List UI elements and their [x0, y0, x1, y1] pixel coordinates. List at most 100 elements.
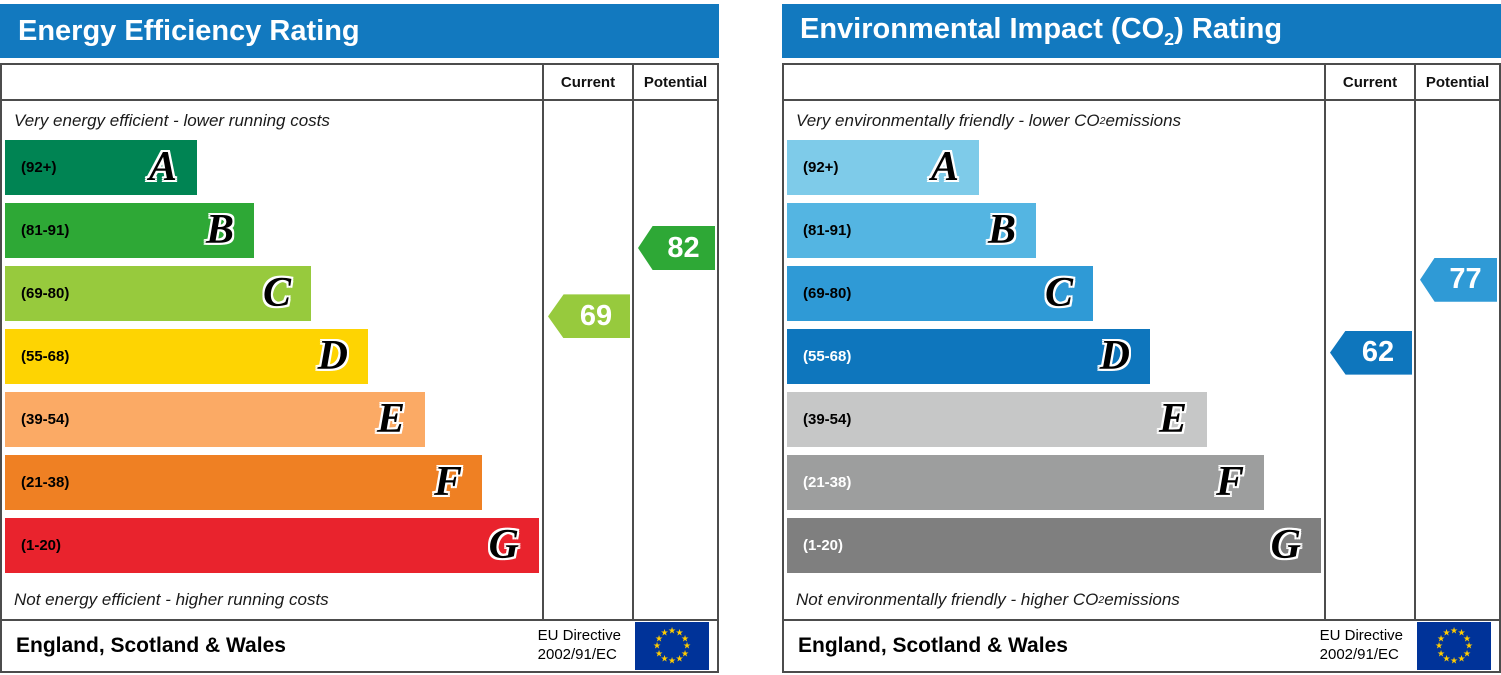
eu-star-icon: ★: [675, 653, 684, 664]
eu-star-icon: ★: [660, 653, 669, 664]
eu-star-icon: ★: [1464, 640, 1474, 651]
current-col: 69: [542, 101, 632, 619]
band-letter: E: [1158, 396, 1187, 442]
eu-star-icon: ★: [660, 627, 669, 638]
band-range-label: (69-80): [803, 285, 852, 302]
table-body: Very energy efficient - lower running co…: [2, 101, 717, 619]
band-letter: E: [376, 396, 405, 442]
band-letter: C: [262, 270, 291, 316]
header-spacer: [2, 65, 542, 99]
current-column-header: Current: [542, 65, 632, 99]
environmental-impact-panel: Environmental Impact (CO2) Rating Curren…: [782, 4, 1501, 675]
band-bar-G: (1-20) G: [787, 518, 1321, 573]
band-range-label: (69-80): [21, 285, 70, 302]
eu-star-icon: ★: [1436, 633, 1446, 643]
chart-footer: England, Scotland & Wales EU Directive 2…: [0, 621, 719, 673]
potential-col: 77: [1414, 101, 1499, 619]
band-bar-B: (81-91) B: [5, 203, 254, 258]
band-bar-F: (21-38) F: [787, 455, 1264, 510]
eu-directive-label: EU Directive 2002/91/EC: [1319, 627, 1403, 663]
band-range-label: (1-20): [803, 537, 844, 554]
eu-flag-icon: ★ ★ ★ ★ ★ ★ ★ ★ ★ ★ ★ ★: [1417, 622, 1491, 670]
band-letter: C: [1044, 270, 1073, 316]
band-bar-B: (81-91) B: [787, 203, 1036, 258]
table-header: Current Potential: [784, 65, 1499, 101]
band-row-C: (69-80) C: [5, 266, 542, 329]
band-letter: D: [317, 333, 348, 379]
current-rating-arrow: 69: [548, 294, 630, 339]
table-body: Very environmentally friendly - lower CO…: [784, 101, 1499, 619]
band-row-C: (69-80) C: [787, 266, 1324, 329]
band-range-label: (81-91): [803, 222, 852, 239]
band-row-D: (55-68) D: [5, 329, 542, 392]
eu-star-icon: ★: [1442, 627, 1451, 638]
band-range-label: (81-91): [21, 222, 70, 239]
eu-star-icon: ★: [682, 640, 692, 651]
band-row-F: (21-38) F: [787, 455, 1324, 518]
eu-star-icon: ★: [1457, 653, 1466, 664]
energy-efficiency-panel: Energy Efficiency Rating Current Potenti…: [0, 4, 719, 675]
band-row-D: (55-68) D: [787, 329, 1324, 392]
environmental-rating-table: Current Potential Very environmentally f…: [782, 63, 1501, 621]
eu-star-icon: ★: [675, 627, 684, 638]
eu-star-icon: ★: [1442, 653, 1451, 664]
eu-star-icon: ★: [652, 640, 662, 651]
eu-star-icon: ★: [680, 648, 690, 658]
top-caption: Very environmentally friendly - lower CO…: [796, 110, 1182, 130]
eu-star-icon: ★: [680, 633, 690, 643]
eu-flag-icon: ★ ★ ★ ★ ★ ★ ★ ★ ★ ★ ★ ★: [635, 622, 709, 670]
bottom-caption: Not energy efficient - higher running co…: [14, 590, 329, 609]
region-label: England, Scotland & Wales: [798, 634, 1068, 657]
eu-star-icon: ★: [1434, 640, 1444, 651]
eu-star-icon: ★: [1449, 625, 1459, 636]
eu-star-icon: ★: [1462, 633, 1472, 643]
table-header: Current Potential: [2, 65, 717, 101]
band-letter: G: [488, 522, 519, 568]
eu-star-icon: ★: [654, 633, 664, 643]
band-letter: D: [1099, 333, 1130, 379]
band-range-label: (21-38): [803, 474, 852, 491]
potential-rating-arrow: 77: [1420, 257, 1497, 302]
eu-star-icon: ★: [1462, 648, 1472, 658]
band-bar-C: (69-80) C: [787, 266, 1093, 321]
region-label: England, Scotland & Wales: [16, 634, 286, 657]
environmental-title-bar: Environmental Impact (CO2) Rating: [782, 4, 1501, 58]
band-range-label: (39-54): [803, 411, 852, 428]
energy-rating-table: Current Potential Very energy efficient …: [0, 63, 719, 621]
bands: (92+) A (81-91) B (69-80) C (55-68) D (39-54) E (2…: [784, 140, 1324, 581]
eu-directive-label: EU Directive 2002/91/EC: [537, 627, 621, 663]
band-bar-G: (1-20) G: [5, 518, 539, 573]
band-row-E: (39-54) E: [787, 392, 1324, 455]
potential-column-header: Potential: [1414, 65, 1499, 99]
band-bar-D: (55-68) D: [5, 329, 368, 384]
eu-star-icon: ★: [667, 625, 677, 636]
band-bar-A: (92+) A: [5, 140, 197, 195]
energy-title-bar: Energy Efficiency Rating: [0, 4, 719, 58]
band-row-A: (92+) A: [787, 140, 1324, 203]
band-letter: F: [433, 459, 462, 505]
band-row-F: (21-38) F: [5, 455, 542, 518]
bands-area: Very energy efficient - lower running co…: [2, 101, 542, 619]
current-rating-arrow: 62: [1330, 330, 1412, 375]
chart-footer: England, Scotland & Wales EU Directive 2…: [782, 621, 1501, 673]
eu-star-icon: ★: [667, 655, 677, 666]
band-letter: F: [1215, 459, 1244, 505]
band-range-label: (55-68): [21, 348, 70, 365]
environmental-chart-title: Environmental Impact (CO2) Rating: [800, 12, 1283, 49]
band-letter: A: [930, 144, 959, 190]
eu-star-icon: ★: [1449, 655, 1459, 666]
eu-star-icon: ★: [654, 648, 664, 658]
bottom-caption: Not environmentally friendly - higher CO…: [796, 590, 1180, 609]
potential-col: 82: [632, 101, 717, 619]
eu-star-icon: ★: [1436, 648, 1446, 658]
band-range-label: (55-68): [803, 348, 852, 365]
band-letter: G: [1270, 522, 1301, 568]
band-bar-F: (21-38) F: [5, 455, 482, 510]
potential-rating-arrow: 82: [638, 226, 715, 270]
band-row-B: (81-91) B: [787, 203, 1324, 266]
eu-star-icon: ★: [1457, 627, 1466, 638]
header-spacer: [784, 65, 1324, 99]
energy-chart-title: Energy Efficiency Rating: [18, 14, 360, 47]
current-col: 62: [1324, 101, 1414, 619]
